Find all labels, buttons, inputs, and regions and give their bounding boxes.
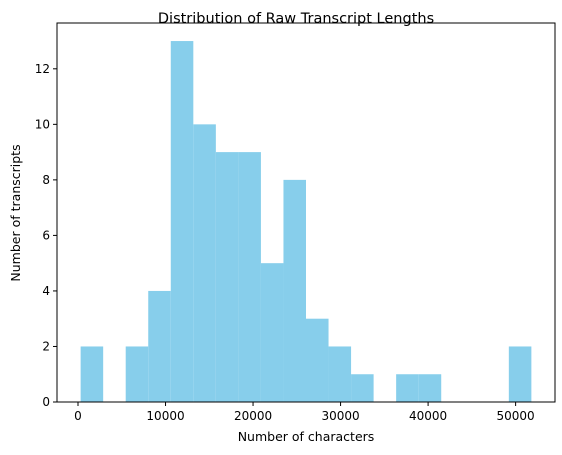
histogram-bar [396,374,419,402]
histogram-bar [148,290,171,402]
histogram-bar [508,346,532,402]
histogram-bar [170,41,194,403]
x-tick-label: 30000 [321,409,359,423]
y-tick-label: 12 [35,62,50,76]
x-tick-label: 20000 [234,409,272,423]
histogram-bar [351,374,374,402]
histogram-bar [215,152,239,402]
histogram-bar [260,263,284,402]
histogram-bar [238,152,261,402]
x-tick-label: 50000 [497,409,535,423]
y-tick-label: 4 [42,284,50,298]
histogram-bar [306,318,329,402]
y-tick-label: 0 [42,395,50,409]
histogram-bar [80,346,104,402]
y-axis: 0 2 4 6 8 10 12 [35,62,57,409]
chart-title: Distribution of Raw Transcript Lengths [158,11,434,27]
x-tick-label: 10000 [146,409,184,423]
histogram-bar [193,124,216,402]
y-tick-label: 8 [42,173,50,187]
x-axis-label: Number of characters [238,429,375,444]
histogram-bar [328,346,352,402]
y-tick-label: 2 [42,339,50,353]
x-tick-label: 0 [74,409,82,423]
x-axis: 0 10000 20000 30000 40000 50000 [74,402,535,423]
y-tick-label: 10 [35,117,50,131]
histogram-bar [283,179,306,402]
y-axis-label: Number of transcripts [8,144,23,281]
histogram-bar [125,346,149,402]
y-tick-label: 6 [42,228,50,242]
x-tick-label: 40000 [409,409,447,423]
plot-frame [56,22,556,403]
bars-group [80,41,532,403]
histogram-bar [418,374,442,402]
